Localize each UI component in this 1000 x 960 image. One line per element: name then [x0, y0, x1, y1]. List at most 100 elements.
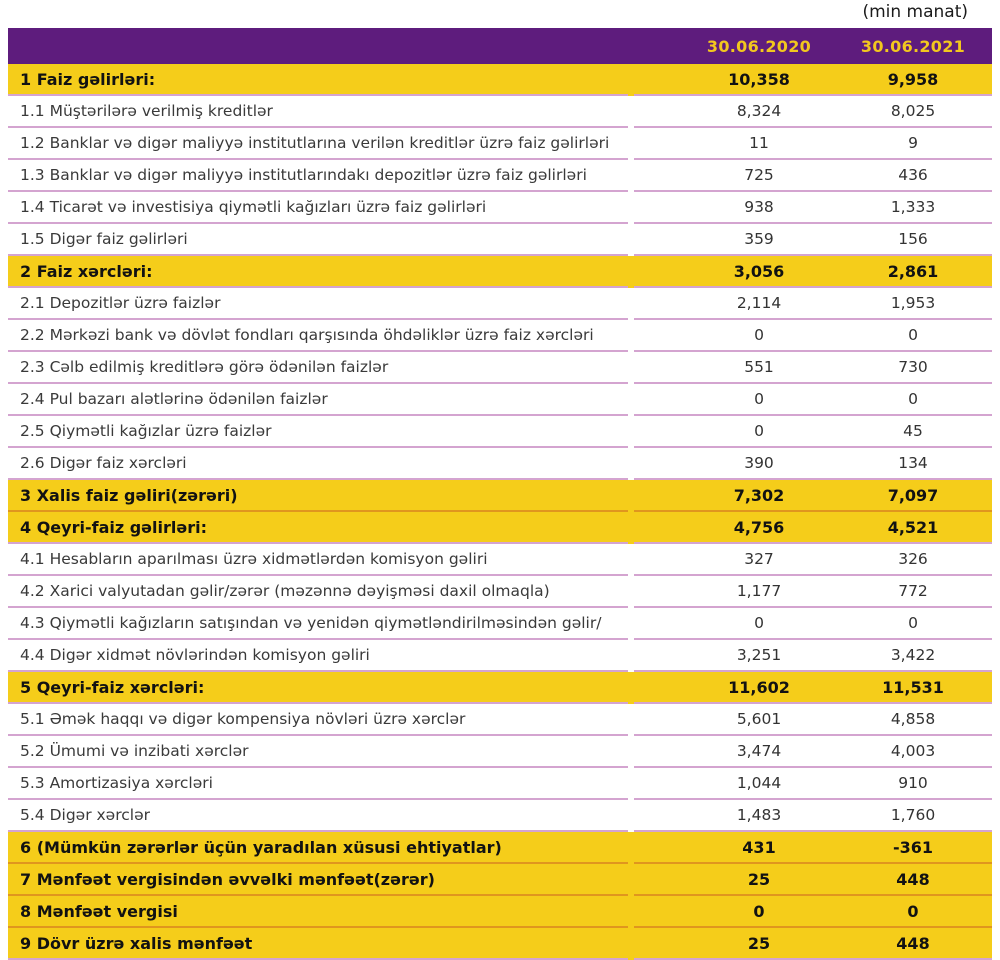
row-label: 4.2 Xarici valyutadan gəlir/zərər (məzən… [8, 576, 628, 608]
table-row: 2 Faiz xərcləri: 3,056 2,861 [8, 256, 992, 288]
table-row: 2.6 Digər faiz xərcləri 390 134 [8, 448, 992, 480]
row-value-2020: 359 [744, 230, 774, 248]
row-value-2021: 1,953 [890, 294, 936, 312]
row-values: 725 436 [634, 160, 992, 192]
row-values: 1,483 1,760 [634, 800, 992, 832]
table-row: 4 Qeyri-faiz gəlirləri: 4,756 4,521 [8, 512, 992, 544]
row-label: 7 Mənfəət vergisindən əvvəlki mənfəət(zə… [8, 864, 628, 896]
row-value-2021: 134 [898, 454, 928, 472]
table-row: 4.3 Qiymətli kağızların satışından və ye… [8, 608, 992, 640]
row-values: 938 1,333 [634, 192, 992, 224]
row-value-2021: 448 [896, 869, 930, 889]
row-value-2021: 7,097 [887, 485, 939, 505]
row-values: 2,114 1,953 [634, 288, 992, 320]
row-value-2021: 4,521 [887, 517, 939, 537]
table-row: 5.2 Ümumi və inzibati xərclər 3,474 4,003 [8, 736, 992, 768]
row-value-2021: 4,858 [890, 710, 936, 728]
row-value-2021: -361 [892, 837, 934, 857]
row-value-2020: 3,474 [736, 742, 782, 760]
row-values: 390 134 [634, 448, 992, 480]
row-value-2020: 0 [754, 326, 764, 344]
row-value-2021: 0 [908, 390, 918, 408]
row-value-2020: 8,324 [736, 102, 782, 120]
row-values: 3,056 2,861 [634, 256, 992, 288]
row-label: 8 Mənfəət vergisi [8, 896, 628, 928]
row-value-2020: 5,601 [736, 710, 782, 728]
row-values: 10,358 9,958 [634, 64, 992, 96]
table-row: 2.5 Qiymətli kağızlar üzrə faizlər 0 45 [8, 416, 992, 448]
row-values: 1,177 772 [634, 576, 992, 608]
column-header-2021: 30.06.2021 [860, 36, 966, 56]
table-row: 1.5 Digər faiz gəlirləri 359 156 [8, 224, 992, 256]
column-header-2020: 30.06.2020 [706, 36, 812, 56]
row-value-2021: 2,861 [887, 261, 939, 281]
row-value-2021: 772 [898, 582, 928, 600]
row-label: 1.2 Banklar və digər maliyyə institutlar… [8, 128, 628, 160]
row-values: 1,044 910 [634, 768, 992, 800]
row-value-2021: 1,333 [890, 198, 936, 216]
row-value-2020: 7,302 [733, 485, 785, 505]
row-value-2021: 326 [898, 550, 928, 568]
row-values: 11 9 [634, 128, 992, 160]
row-values: 359 156 [634, 224, 992, 256]
table-row: 1.1 Müştərilərə verilmiş kreditlər 8,324 8… [8, 96, 992, 128]
row-values: 7,302 7,097 [634, 480, 992, 512]
row-values: 3,474 4,003 [634, 736, 992, 768]
row-values: 3,251 3,422 [634, 640, 992, 672]
table-row: 5 Qeyri-faiz xərcləri: 11,602 11,531 [8, 672, 992, 704]
table-row: 2.3 Cəlb edilmiş kreditlərə görə ödənilə… [8, 352, 992, 384]
row-label: 6 (Mümkün zərərlər üçün yaradılan xüsusi… [8, 832, 628, 864]
unit-note: (min manat) [862, 2, 968, 22]
row-label: 2 Faiz xərcləri: [8, 256, 628, 288]
row-label: 2.3 Cəlb edilmiş kreditlərə görə ödənilə… [8, 352, 628, 384]
row-value-2020: 25 [747, 933, 771, 953]
row-values: 0 45 [634, 416, 992, 448]
row-value-2021: 11,531 [882, 677, 944, 697]
row-label: 2.1 Depozitlər üzrə faizlər [8, 288, 628, 320]
table-row: 5.4 Digər xərclər 1,483 1,760 [8, 800, 992, 832]
row-value-2020: 3,056 [733, 261, 785, 281]
table-row: 5.1 Əmək haqqı və digər kompensiya növlə… [8, 704, 992, 736]
row-label: 4.4 Digər xidmət növlərindən komisyon gə… [8, 640, 628, 672]
table-row: 9 Dövr üzrə xalis mənfəət 25 448 [8, 928, 992, 960]
row-label: 5.1 Əmək haqqı və digər kompensiya növlə… [8, 704, 628, 736]
row-label: 5.2 Ümumi və inzibati xərclər [8, 736, 628, 768]
table-row: 1.4 Ticarət və investisiya qiymətli kağı… [8, 192, 992, 224]
row-value-2020: 3,251 [736, 646, 782, 664]
row-values: 327 326 [634, 544, 992, 576]
row-value-2020: 0 [754, 614, 764, 632]
row-value-2021: 4,003 [890, 742, 936, 760]
row-values: 8,324 8,025 [634, 96, 992, 128]
row-value-2020: 551 [744, 358, 774, 376]
row-values: 25 448 [634, 928, 992, 960]
row-values: 4,756 4,521 [634, 512, 992, 544]
table-row: 4.4 Digər xidmət növlərindən komisyon gə… [8, 640, 992, 672]
row-value-2020: 1,483 [736, 806, 782, 824]
row-value-2021: 0 [907, 901, 919, 921]
row-value-2021: 156 [898, 230, 928, 248]
row-value-2020: 11,602 [728, 677, 790, 697]
table-row: 4.2 Xarici valyutadan gəlir/zərər (məzən… [8, 576, 992, 608]
row-label: 2.4 Pul bazarı alətlərinə ödənilən faizl… [8, 384, 628, 416]
header-spacer [8, 28, 628, 64]
row-label: 1.5 Digər faiz gəlirləri [8, 224, 628, 256]
row-value-2020: 938 [744, 198, 774, 216]
row-values: 25 448 [634, 864, 992, 896]
row-value-2020: 0 [753, 901, 765, 921]
row-label: 1.4 Ticarət və investisiya qiymətli kağı… [8, 192, 628, 224]
row-label: 4 Qeyri-faiz gəlirləri: [8, 512, 628, 544]
row-value-2021: 0 [908, 614, 918, 632]
row-value-2020: 4,756 [733, 517, 785, 537]
table-row: 8 Mənfəət vergisi 0 0 [8, 896, 992, 928]
row-values: 5,601 4,858 [634, 704, 992, 736]
table-row: 3 Xalis faiz gəliri(zərəri) 7,302 7,097 [8, 480, 992, 512]
row-value-2020: 25 [747, 869, 771, 889]
row-value-2021: 8,025 [890, 102, 936, 120]
table-row: 2.2 Mərkəzi bank və dövlət fondları qarş… [8, 320, 992, 352]
row-value-2020: 390 [744, 454, 774, 472]
row-value-2021: 1,760 [890, 806, 936, 824]
row-value-2021: 910 [898, 774, 928, 792]
